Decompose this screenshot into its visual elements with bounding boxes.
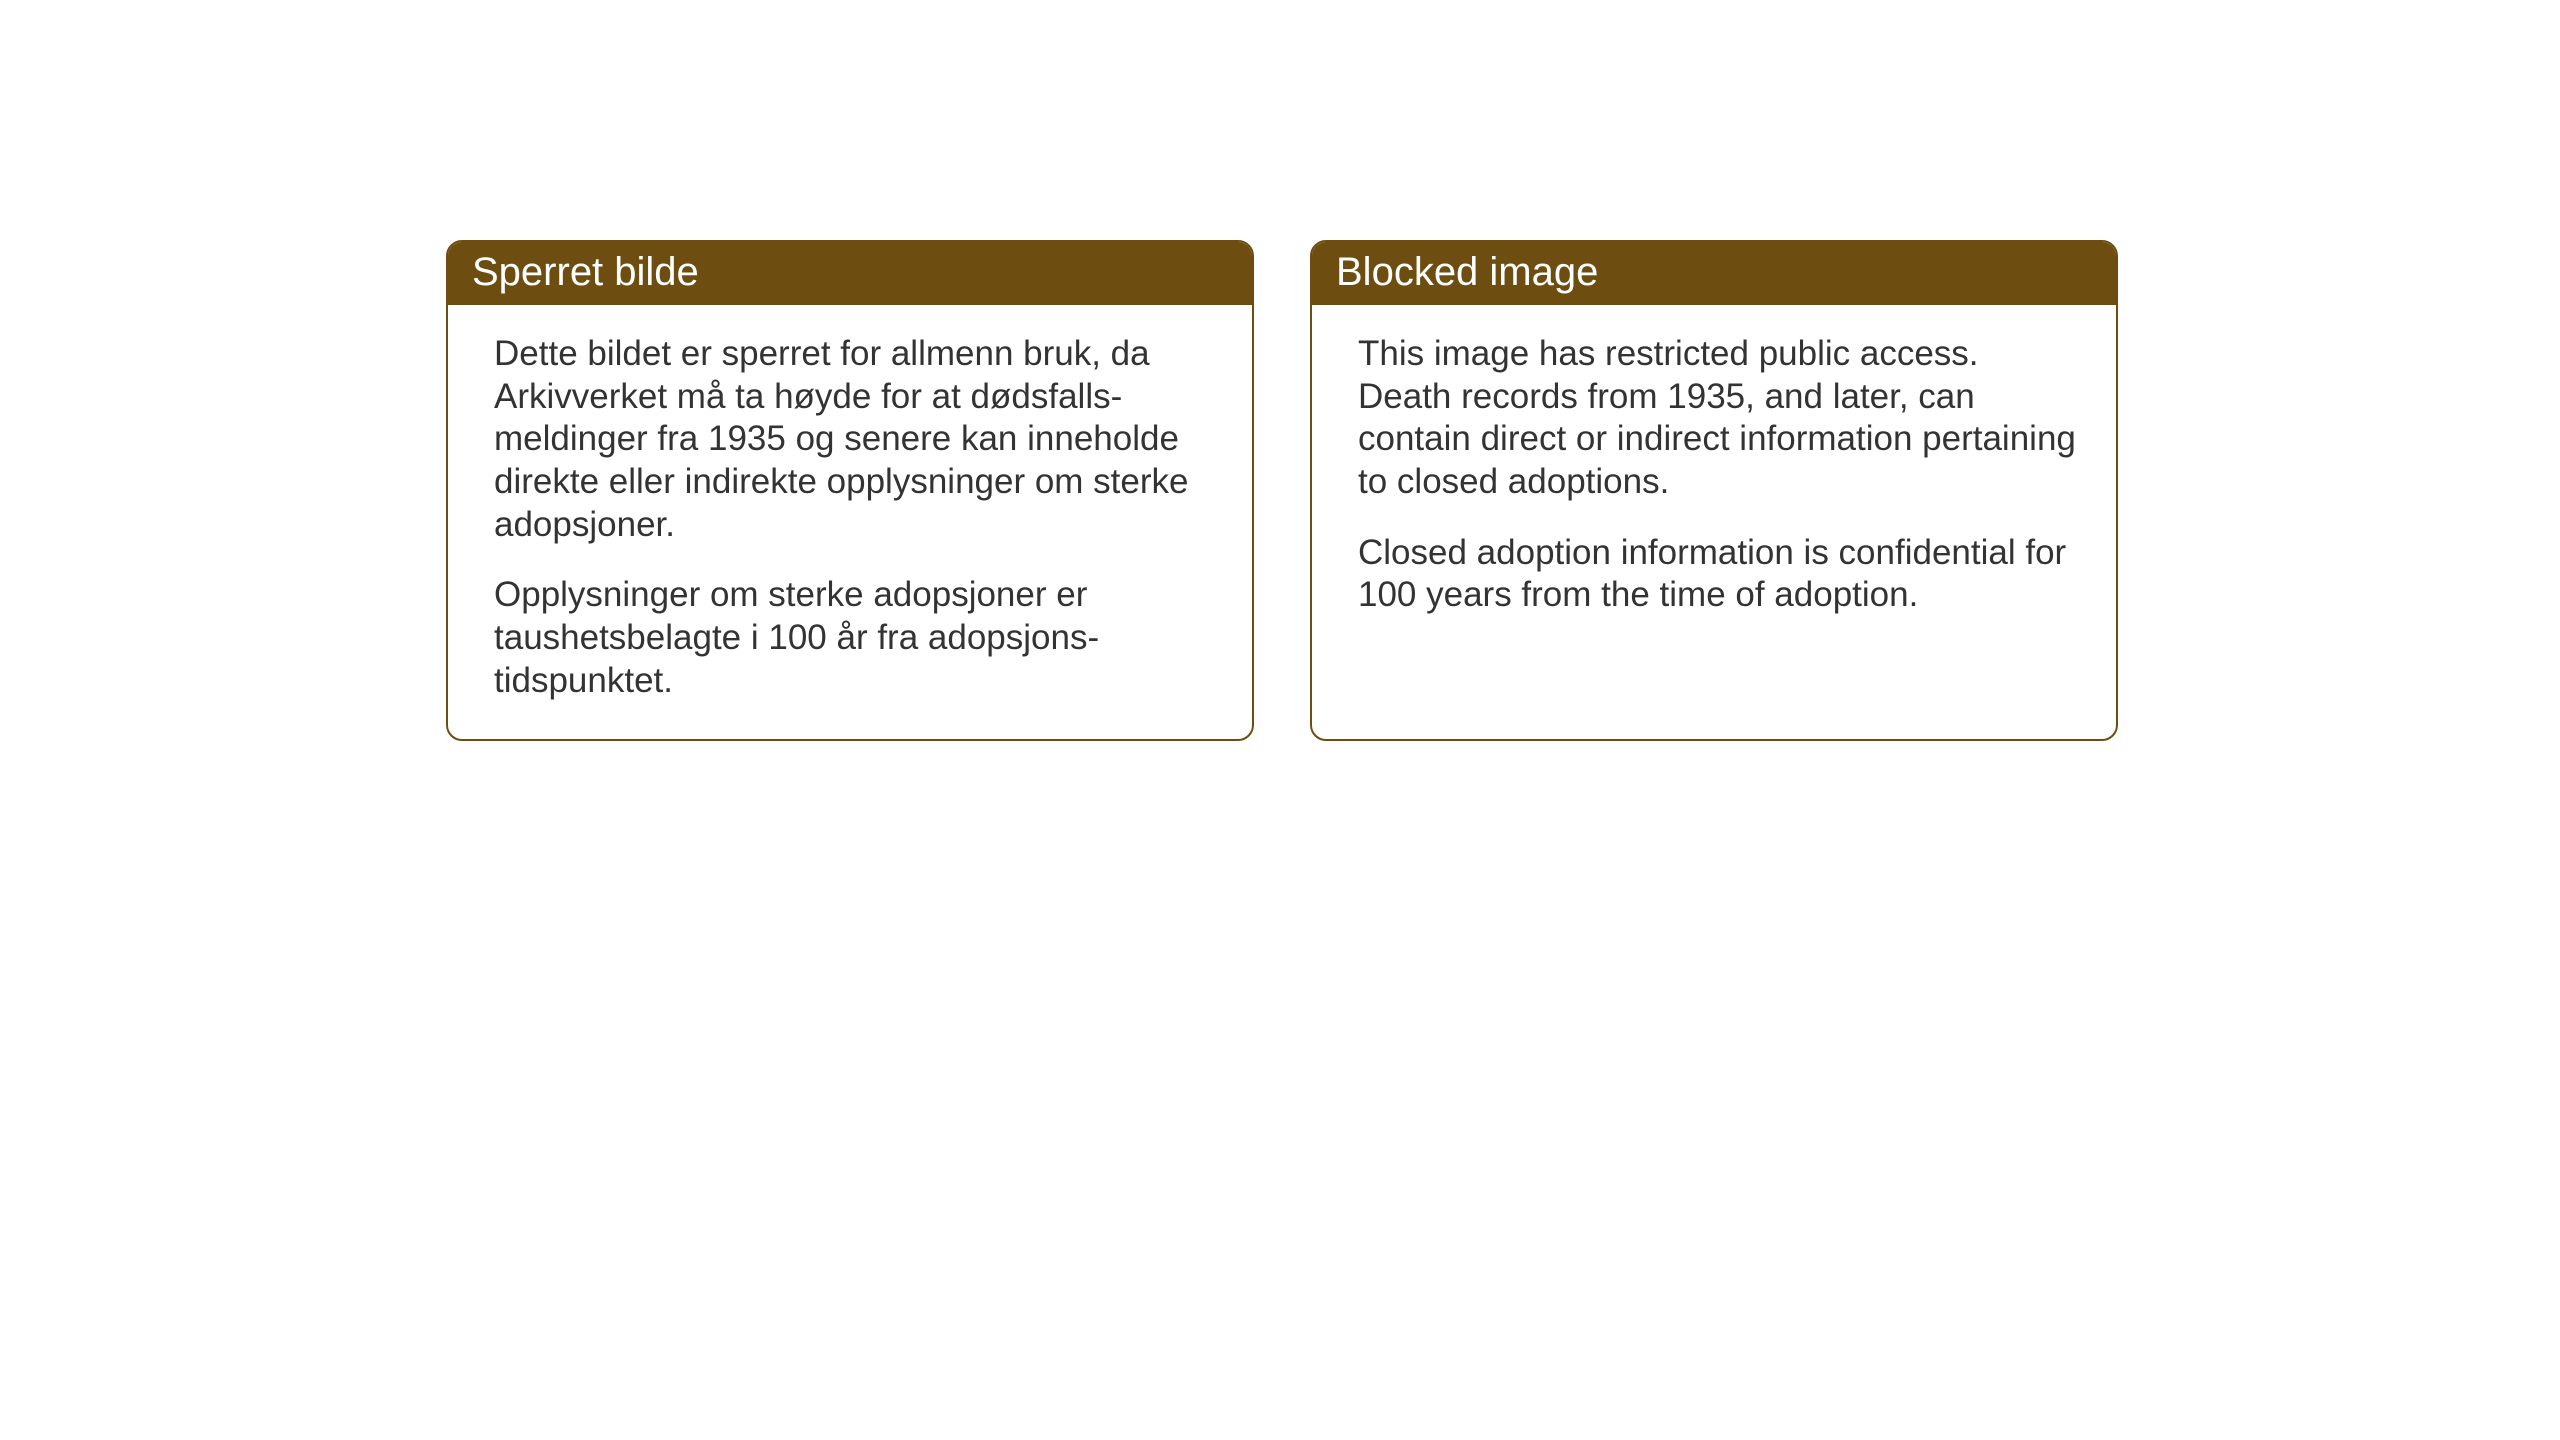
notice-card-english: Blocked image This image has restricted …	[1310, 240, 2118, 741]
card-paragraph: Opplysninger om sterke adopsjoner er tau…	[494, 574, 1212, 702]
notice-card-norwegian: Sperret bilde Dette bildet er sperret fo…	[446, 240, 1254, 741]
card-header-norwegian: Sperret bilde	[448, 242, 1252, 305]
card-paragraph: This image has restricted public access.…	[1358, 333, 2076, 504]
card-paragraph: Closed adoption information is confident…	[1358, 532, 2076, 617]
card-body-english: This image has restricted public access.…	[1312, 305, 2116, 707]
card-body-norwegian: Dette bildet er sperret for allmenn bruk…	[448, 305, 1252, 739]
notice-container: Sperret bilde Dette bildet er sperret fo…	[446, 240, 2118, 741]
card-header-english: Blocked image	[1312, 242, 2116, 305]
card-paragraph: Dette bildet er sperret for allmenn bruk…	[494, 333, 1212, 546]
